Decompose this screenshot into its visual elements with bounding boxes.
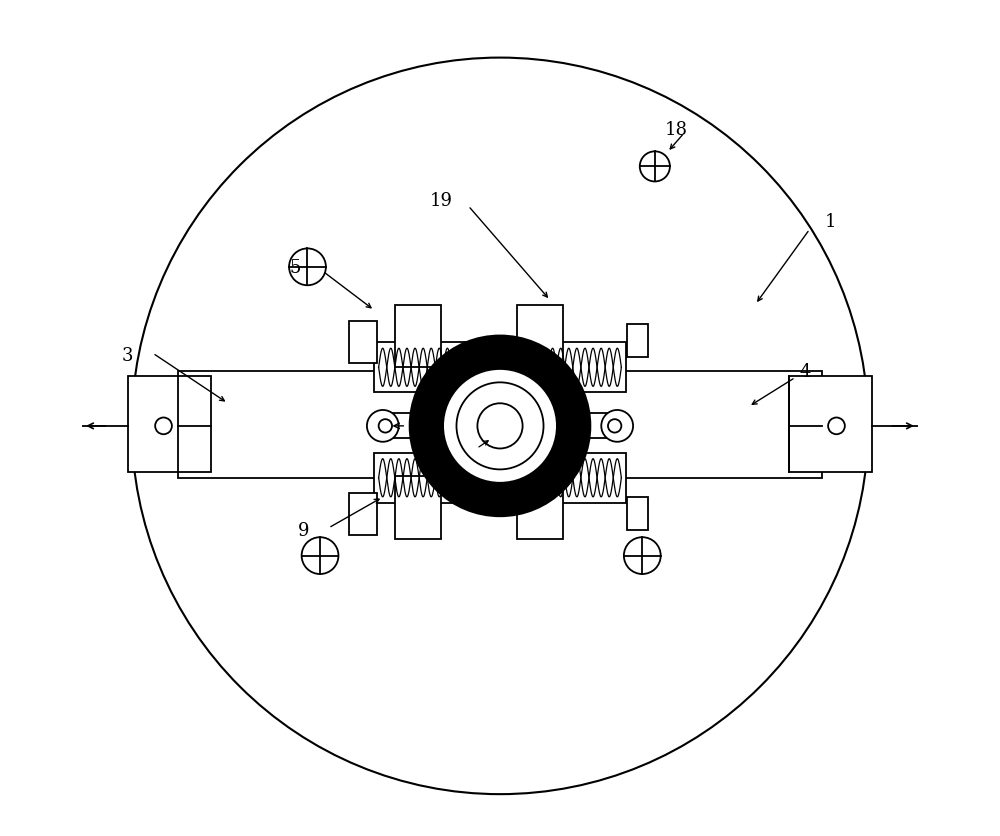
Circle shape <box>477 404 523 449</box>
Bar <box>349 493 377 535</box>
Bar <box>627 497 648 531</box>
Circle shape <box>443 370 557 483</box>
Bar <box>374 343 626 393</box>
Circle shape <box>155 418 172 435</box>
Bar <box>627 324 648 358</box>
Circle shape <box>624 538 661 574</box>
Bar <box>517 305 563 368</box>
Bar <box>128 376 211 472</box>
Bar <box>517 477 563 539</box>
Text: 9: 9 <box>298 522 309 540</box>
Bar <box>349 322 377 364</box>
Text: 1: 1 <box>825 212 836 231</box>
Circle shape <box>302 538 338 574</box>
Circle shape <box>132 59 868 794</box>
Bar <box>395 305 441 368</box>
Text: 19: 19 <box>430 191 453 210</box>
Text: 4: 4 <box>800 363 811 381</box>
Circle shape <box>601 410 633 442</box>
Circle shape <box>608 420 621 433</box>
Bar <box>178 371 822 478</box>
Circle shape <box>410 336 590 517</box>
Text: 18: 18 <box>664 120 687 139</box>
Circle shape <box>828 418 845 435</box>
Text: 5: 5 <box>289 258 301 277</box>
Circle shape <box>289 249 326 286</box>
Circle shape <box>640 152 670 182</box>
Bar <box>789 376 872 472</box>
Bar <box>395 477 441 539</box>
Text: 3: 3 <box>122 346 133 364</box>
Circle shape <box>379 420 392 433</box>
Circle shape <box>456 383 544 470</box>
Circle shape <box>367 410 399 442</box>
Bar <box>379 414 621 438</box>
Bar <box>374 453 626 503</box>
